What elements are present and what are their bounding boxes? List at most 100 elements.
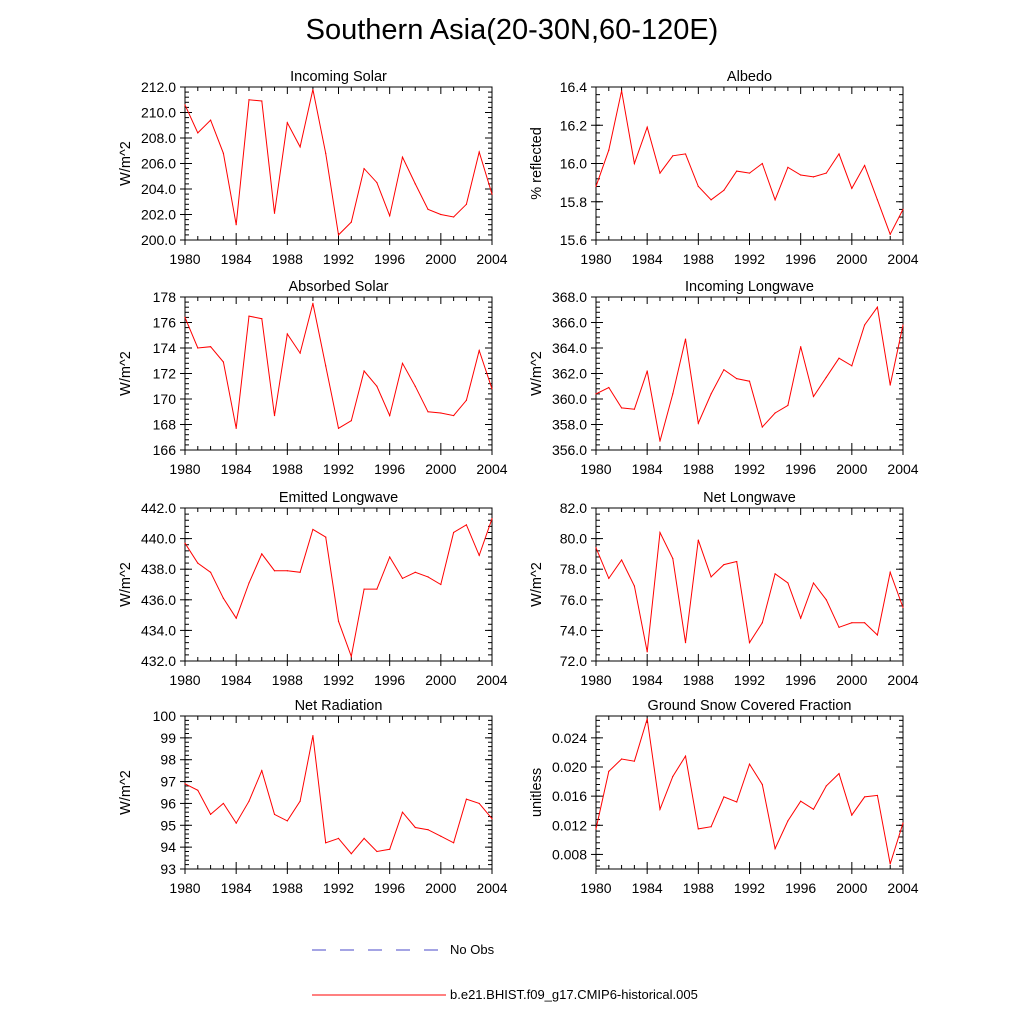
panel-8-ytick-label: 0.020	[552, 759, 587, 775]
panel-8-data-point	[697, 828, 699, 830]
panel-5-data-point	[491, 518, 493, 520]
panel-1-ytick-label: 206.0	[141, 156, 176, 172]
panel-3-ytick-label: 178	[153, 289, 177, 305]
panel-4-xtick-label: 1980	[580, 461, 611, 477]
panel-4-xtick-label: 2000	[836, 461, 867, 477]
panel-5-data-point	[363, 588, 365, 590]
panel-7-data-point	[414, 826, 416, 829]
panel-6-data-point	[620, 559, 623, 561]
panel-7-xtick-label: 2004	[476, 880, 507, 896]
panel-8-data-point	[748, 763, 751, 765]
panel-8-data-point	[851, 814, 853, 816]
panel-1-title: Incoming Solar	[290, 69, 387, 85]
panel-5-data-point	[350, 655, 352, 658]
panel-8-data-point	[633, 760, 635, 762]
panel-4-data-point	[659, 440, 661, 442]
panel-3-ytick-label: 168	[153, 417, 177, 433]
panel-1-data-point	[209, 119, 212, 121]
panel-6-data-point	[800, 617, 802, 619]
panel-1-ytick-label: 202.0	[141, 207, 176, 223]
panel-2-data-point	[723, 189, 725, 191]
panel-3-data-point	[312, 302, 314, 304]
panel-8-data-point	[800, 800, 802, 802]
panel-2-data-point	[736, 170, 738, 172]
panel-3-data-point	[248, 315, 250, 317]
panel-6-ytick-label: 72.0	[560, 653, 587, 669]
panel-7-ytick-label: 93	[160, 861, 176, 877]
panel-7-data-point	[478, 802, 480, 805]
panel-3-xtick-label: 1992	[323, 461, 354, 477]
panel-1-data-point	[261, 100, 263, 102]
panel-1-data-point	[478, 151, 480, 153]
panel-8-ytick-label: 0.008	[552, 846, 587, 862]
panel-1-xtick-label: 1984	[221, 251, 252, 267]
panel-7-ytick-label: 94	[160, 839, 176, 855]
panel-6-data-point	[736, 560, 738, 563]
panel-7-data-point	[363, 837, 365, 840]
panel-8-data-point	[825, 785, 827, 787]
panel-8-xtick-label: 2000	[836, 880, 867, 896]
panel-4-title: Incoming Longwave	[685, 279, 814, 295]
panel-7-data-point	[222, 802, 224, 805]
panel-4-data-point	[774, 412, 776, 414]
panel-3-xtick-label: 1988	[272, 461, 303, 477]
panel-6-ytick-label: 82.0	[560, 500, 587, 516]
panel-6-data-point	[761, 622, 763, 624]
panel-7-xtick-label: 2000	[425, 880, 456, 896]
panel-2-ytick-label: 15.8	[560, 194, 587, 210]
panel-2-ytick-label: 16.4	[560, 79, 587, 95]
panel-8-data-point	[736, 801, 738, 803]
panel-1-xtick-label: 1980	[169, 251, 200, 267]
panel-7-data-point	[401, 811, 404, 813]
panel-4-data-point	[723, 369, 725, 371]
panel-4-data-point	[825, 376, 827, 378]
panel-5-data-point	[478, 554, 480, 557]
panel-6-data-point	[608, 577, 610, 579]
panel-1-ytick-label: 212.0	[141, 79, 176, 95]
panel-4-ytick-label: 368.0	[552, 289, 587, 305]
panel-3-data-point	[325, 365, 327, 367]
panel-6-data-point	[633, 585, 635, 587]
panel-2-data-point	[748, 172, 751, 174]
panel-5-ytick-label: 440.0	[141, 531, 176, 547]
panel-3-data-point	[453, 414, 455, 417]
panel-6-data-point	[595, 547, 597, 549]
panel-5-xtick-label: 1992	[323, 672, 354, 688]
panel-4-data-point	[595, 393, 597, 395]
panel-8-data-point	[864, 796, 866, 798]
panel-3-data-point	[197, 347, 199, 349]
panel-7-data-point	[350, 853, 352, 855]
panel-6-xtick-label: 1980	[580, 672, 611, 688]
panel-4-ytick-label: 364.0	[552, 340, 587, 356]
panel-1-data-point	[401, 156, 404, 158]
panel-3-xtick-label: 2004	[476, 461, 507, 477]
panel-4-ytick-label: 366.0	[552, 315, 587, 331]
panel-4-data-point	[761, 426, 763, 428]
panel-8-data-point	[710, 826, 712, 828]
panel-1-data-point	[286, 122, 288, 124]
panel-5-ylabel: W/m^2	[118, 562, 134, 607]
panel-8-data-point	[659, 808, 661, 810]
panel-6-data-point	[723, 564, 725, 566]
panel-6-xtick-label: 1992	[734, 672, 765, 688]
panel-3-data-point	[337, 427, 340, 429]
panel-4-data-point	[697, 422, 699, 424]
panel-7-xtick-label: 1996	[374, 880, 405, 896]
panel-5-data-point	[209, 571, 212, 573]
panel-7-ytick-label: 95	[160, 817, 176, 833]
panel-4-xtick-label: 1988	[683, 461, 714, 477]
panel-5-data-point	[389, 556, 391, 558]
panel-4-data-point	[736, 378, 738, 380]
panel-1-data-point	[222, 152, 224, 154]
panel-6-data-point	[710, 576, 712, 578]
panel-6-ytick-label: 78.0	[560, 561, 587, 577]
panel-2-data-point	[800, 174, 802, 176]
panel-2-data-point	[595, 185, 597, 188]
panel-6-ytick-label: 74.0	[560, 622, 587, 638]
panel-5-data-point	[427, 576, 429, 578]
panel-5-data-point	[414, 571, 416, 573]
panel-7-ytick-label: 100	[153, 708, 177, 724]
panel-2-xtick-label: 1988	[683, 251, 714, 267]
panel-1-data-point	[414, 183, 416, 185]
panel-1-data-point	[299, 146, 301, 148]
